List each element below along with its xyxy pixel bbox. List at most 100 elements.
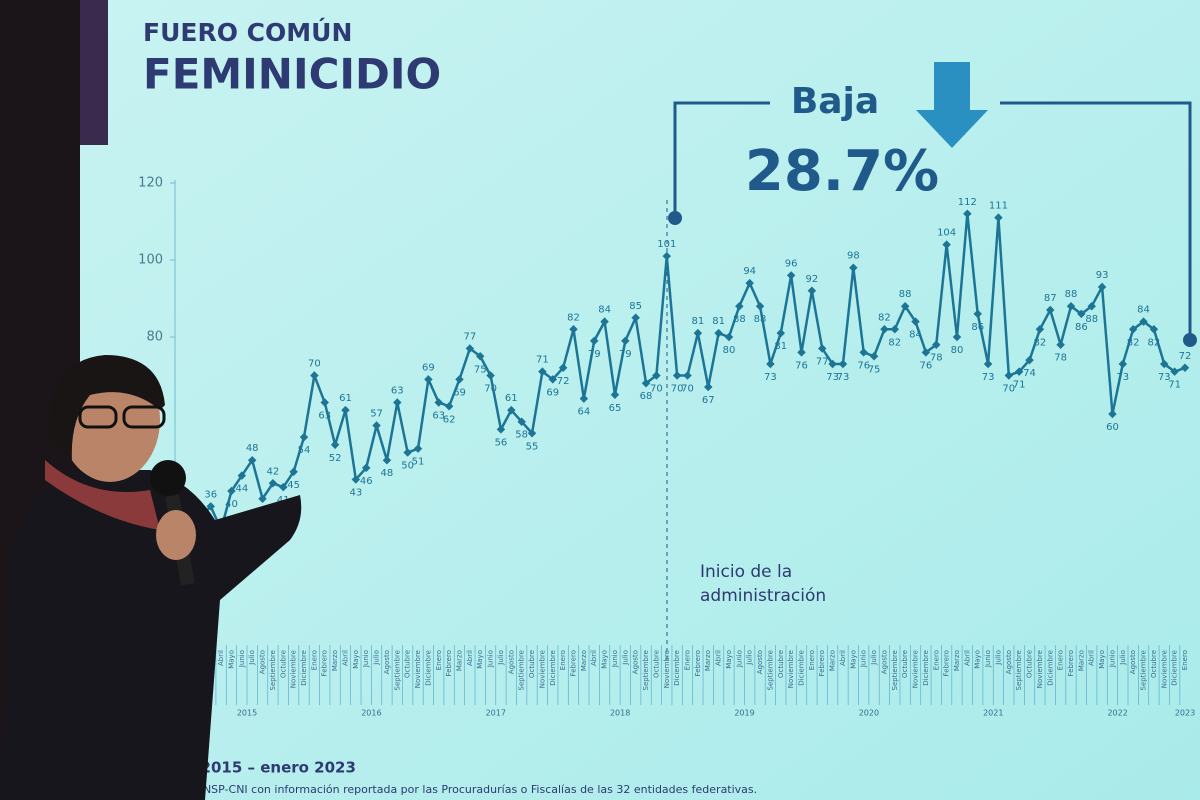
x-tick-label: Diciembre <box>549 650 557 686</box>
bracket-dot <box>1183 333 1197 347</box>
point <box>900 301 910 311</box>
data-label: 87 <box>1044 293 1057 304</box>
x-tick-label: Octubre <box>528 650 536 678</box>
year-label: 2015 <box>237 709 257 718</box>
x-tick-label: Diciembre <box>1171 650 1179 686</box>
x-tick-label: Julio <box>994 650 1002 666</box>
point <box>828 359 837 369</box>
source: ente: SESNSP-CNI con información reporta… <box>150 783 757 796</box>
data-label: 79 <box>588 349 601 360</box>
data-label: 82 <box>1127 337 1140 348</box>
data-label: 50 <box>401 461 414 472</box>
x-tick-label: Abril <box>590 650 598 666</box>
x-tick-label: Marzo <box>1077 650 1085 671</box>
x-tick-label: Septiembre <box>891 650 899 690</box>
x-tick-label: Marzo <box>829 650 837 671</box>
x-tick-label: Febrero <box>445 650 453 676</box>
y-tick-label: 120 <box>138 176 163 191</box>
x-tick-label: Julio <box>746 650 754 666</box>
data-label: 54 <box>298 445 311 456</box>
point <box>247 455 257 465</box>
x-tick-label: Abril <box>963 650 971 666</box>
point <box>330 440 340 450</box>
point <box>1014 367 1024 376</box>
data-label: 65 <box>609 403 622 414</box>
point <box>1160 359 1169 369</box>
point <box>1004 371 1014 380</box>
x-tick-label: Mayo <box>974 650 982 669</box>
data-label: 69 <box>453 387 466 398</box>
point <box>1139 317 1148 326</box>
y-tick-label: 100 <box>138 253 163 268</box>
data-label: 88 <box>754 314 767 325</box>
x-tick-label: Enero <box>310 650 318 670</box>
data-label: 57 <box>370 409 383 420</box>
point <box>600 317 609 326</box>
data-label: 70 <box>650 384 663 395</box>
data-label: 51 <box>412 457 425 468</box>
point <box>475 352 485 361</box>
data-label: 70 <box>671 384 684 395</box>
point <box>880 325 889 334</box>
point <box>237 471 247 480</box>
point <box>361 463 371 473</box>
data-label: 84 <box>909 330 922 341</box>
x-tick-label: Mayo <box>352 650 360 669</box>
x-tick-label: Mayo <box>601 650 609 669</box>
point <box>569 325 578 334</box>
x-tick-label: Julio <box>621 650 629 666</box>
x-tick-label: Junio <box>1108 650 1116 668</box>
x-tick-label: Febrero <box>321 650 329 676</box>
data-label: 62 <box>443 414 456 425</box>
point <box>393 398 402 407</box>
point <box>890 325 900 334</box>
x-tick-label: Junio <box>611 650 619 668</box>
x-tick-label: Febrero <box>818 650 826 676</box>
data-label: 61 <box>505 393 518 404</box>
point <box>268 479 278 488</box>
x-tick-label: Agosto <box>383 650 391 674</box>
data-label: 76 <box>920 360 933 371</box>
point <box>610 390 620 399</box>
data-label: 70 <box>308 359 321 370</box>
data-label: 86 <box>1075 322 1088 333</box>
x-tick-label: Marzo <box>331 650 339 671</box>
data-label: 72 <box>1179 351 1192 362</box>
data-label: 71 <box>536 355 549 366</box>
x-tick-label: Agosto <box>259 650 267 674</box>
x-tick-label: Enero <box>932 650 940 670</box>
point <box>672 371 682 380</box>
data-label: 81 <box>774 341 787 352</box>
point <box>703 382 713 392</box>
point <box>382 455 392 465</box>
x-tick-label: Julio <box>870 650 878 666</box>
change-word: Baja <box>791 81 879 122</box>
data-label: 94 <box>743 266 756 277</box>
data-label: 85 <box>629 301 642 312</box>
year-label: 2016 <box>361 709 381 718</box>
data-label: 112 <box>958 197 977 208</box>
x-tick-label: Mayo <box>1098 650 1106 669</box>
point <box>299 432 309 442</box>
point <box>973 309 982 319</box>
data-label: 74 <box>1023 368 1036 379</box>
point <box>776 328 786 338</box>
point <box>745 278 754 288</box>
bracket-left <box>673 101 770 215</box>
point <box>693 328 703 338</box>
data-label: 84 <box>1137 305 1150 316</box>
point <box>714 328 723 338</box>
data-label: 88 <box>1085 314 1098 325</box>
y-tick-label: 80 <box>146 330 163 345</box>
x-tick-label: Octubre <box>901 650 909 678</box>
x-tick-label: Junio <box>984 650 992 668</box>
x-tick-label: Marzo <box>580 650 588 671</box>
data-label: 63 <box>391 385 404 396</box>
point <box>507 405 516 415</box>
x-tick-label: Enero <box>808 650 816 670</box>
x-tick-label: Junio <box>487 650 495 668</box>
data-label: 76 <box>795 360 808 371</box>
bracket-right <box>1000 101 1192 340</box>
point <box>289 467 298 476</box>
